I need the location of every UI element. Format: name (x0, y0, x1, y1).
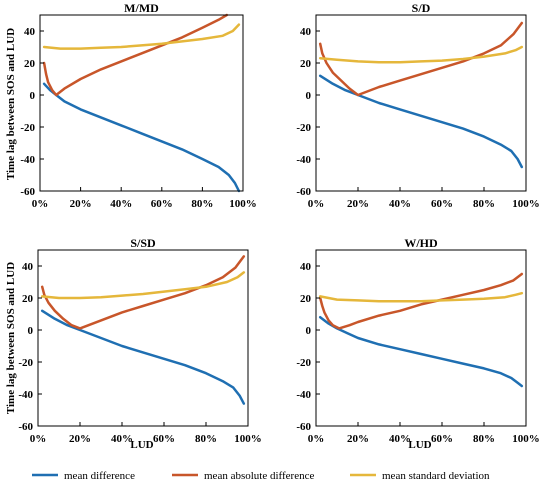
series-line-mean-standard-deviation-w-hd (318, 291, 524, 303)
xlabel-left: LUD (130, 439, 153, 451)
panel-title-w-hd: W/HD (404, 236, 438, 250)
ytick-label-s-sd: 20 (22, 293, 34, 305)
series-line-mean-difference-w-hd (318, 315, 524, 388)
ytick-label-s-d: 40 (300, 26, 312, 38)
ytick-label-w-hd: 0 (306, 325, 312, 337)
ytick-label-s-d: -60 (296, 186, 311, 198)
series-line-mean-standard-deviation-m-md (42, 23, 241, 50)
ytick-label-w-hd: 20 (300, 293, 312, 305)
xtick-label-s-sd: 0% (30, 433, 47, 445)
series-line-mean-absolute-difference-s-sd (40, 255, 246, 330)
panel-frame-s-d (315, 14, 527, 192)
ytick-label-m-md: -40 (20, 154, 35, 166)
panel-title-s-sd: S/SD (130, 236, 156, 250)
xtick-label-s-sd: 80% (195, 433, 217, 445)
panel-s-d: S/D 40 20 0 -20 -40 -600% 20% 40% 60% 80% 100% (296, 1, 539, 210)
panel-title-s-d: S/D (412, 1, 431, 15)
xtick-label-s-d: 100% (512, 198, 540, 210)
ytick-label-m-md: 40 (24, 26, 36, 38)
ytick-label-s-d: 0 (306, 90, 312, 102)
xtick-label-w-hd: 40% (389, 433, 411, 445)
xtick-label-s-d: 20% (347, 198, 369, 210)
panel-w-hd: W/HD 40 20 0 -20 -40 -600% 20% 40% 60% 80% 100% (296, 236, 539, 445)
series-line-mean-standard-deviation-s-d (318, 45, 524, 64)
legend: mean difference mean absolute difference… (32, 470, 490, 482)
ytick-label-w-hd: -20 (296, 357, 311, 369)
xtick-label-m-md: 80% (191, 198, 213, 210)
series-line-mean-absolute-difference-w-hd (318, 272, 524, 330)
xtick-label-w-hd: 0% (308, 433, 325, 445)
ytick-label-s-sd: -60 (18, 421, 33, 433)
panel-title-m-md: M/MD (124, 1, 159, 15)
xtick-label-s-sd: 60% (153, 433, 175, 445)
legend-label-mean-standard-deviation: mean standard deviation (382, 470, 490, 482)
xtick-label-s-sd: 100% (234, 433, 262, 445)
xtick-label-s-sd: 40% (111, 433, 133, 445)
xtick-label-s-d: 40% (389, 198, 411, 210)
xtick-label-w-hd: 80% (473, 433, 495, 445)
panel-m-md: M/MD 40 20 0 -20 -40 -600% 20% 40% 60% 80% 100% (20, 1, 256, 210)
panel-frame-w-hd (315, 249, 527, 427)
xtick-label-m-md: 60% (151, 198, 173, 210)
xtick-label-w-hd: 20% (347, 433, 369, 445)
panel-frame-m-md (39, 14, 244, 192)
series-line-mean-absolute-difference-s-d (318, 21, 524, 97)
xtick-label-s-d: 80% (473, 198, 495, 210)
ytick-label-s-sd: -20 (18, 357, 33, 369)
ytick-label-s-sd: 40 (22, 261, 34, 273)
ytick-label-s-sd: -40 (18, 389, 33, 401)
ytick-label-s-sd: 0 (28, 325, 34, 337)
series-line-mean-standard-deviation-s-sd (40, 271, 246, 300)
legend-label-mean-difference: mean difference (64, 470, 135, 482)
ytick-label-w-hd: 40 (300, 261, 312, 273)
ytick-label-s-d: 20 (300, 58, 312, 70)
xtick-label-m-md: 40% (110, 198, 132, 210)
xtick-label-s-sd: 20% (69, 433, 91, 445)
ytick-label-m-md: 20 (24, 58, 36, 70)
series-line-mean-absolute-difference-m-md (42, 13, 229, 97)
legend-label-mean-absolute-difference: mean absolute difference (204, 470, 314, 482)
ylabel-bottom: Time lag between SOS and LUD (5, 262, 17, 414)
xtick-label-m-md: 20% (70, 198, 92, 210)
panel-frame-s-sd (37, 249, 249, 427)
xtick-label-w-hd: 100% (512, 433, 540, 445)
xtick-label-m-md: 100% (229, 198, 257, 210)
ytick-label-m-md: -60 (20, 186, 35, 198)
ytick-label-s-d: -20 (296, 122, 311, 134)
xtick-label-s-d: 0% (308, 198, 325, 210)
xlabel-right: LUD (408, 439, 431, 451)
xtick-label-m-md: 0% (32, 198, 49, 210)
ytick-label-w-hd: -40 (296, 389, 311, 401)
ylabel-top: Time lag between SOS and LUD (5, 28, 17, 180)
ytick-label-m-md: 0 (30, 90, 36, 102)
xtick-label-s-d: 60% (431, 198, 453, 210)
ytick-label-s-d: -40 (296, 154, 311, 166)
ytick-label-m-md: -20 (20, 122, 35, 134)
series-line-mean-difference-m-md (42, 82, 241, 193)
ytick-label-w-hd: -60 (296, 421, 311, 433)
panel-s-sd: S/SD 40 20 0 -20 -40 -600% 20% 40% 60% 80% 100% (18, 236, 261, 445)
series-line-mean-difference-s-sd (40, 309, 246, 405)
xtick-label-w-hd: 60% (431, 433, 453, 445)
series-line-mean-difference-s-d (318, 74, 524, 169)
